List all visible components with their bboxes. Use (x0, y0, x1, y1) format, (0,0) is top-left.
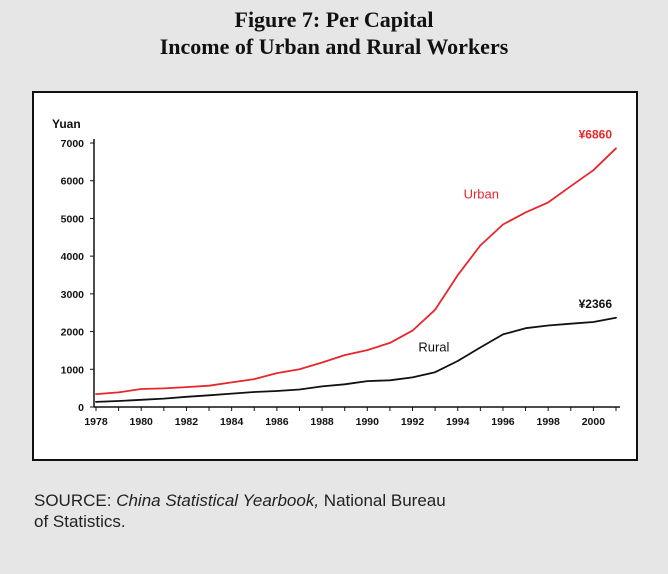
series-end-label-rural: ¥2366 (579, 297, 613, 311)
source-prefix: SOURCE: (34, 491, 117, 510)
source-publisher-cont: of Statistics. (34, 512, 126, 531)
y-tick-label: 3000 (61, 289, 85, 301)
x-tick-label: 2000 (582, 416, 606, 428)
series-line-rural (95, 316, 617, 403)
source-publisher: National Bureau (319, 491, 446, 510)
chart-axes: 0 1000 2000 3000 4000 5000 6000 7000 1978 1980 198… (61, 138, 620, 428)
chart-frame: Yuan 0 1000 2000 3000 4000 5000 6000 7000 1978 19… (32, 91, 638, 461)
y-tick-label: 5000 (61, 213, 85, 225)
series-name-urban: Urban (464, 186, 499, 201)
x-tick-label: 1996 (491, 416, 515, 428)
source-publication: China Statistical Yearbook, (116, 491, 320, 510)
line-chart: Yuan 0 1000 2000 3000 4000 5000 6000 7000 1978 19… (52, 117, 620, 428)
source-note: SOURCE: China Statistical Yearbook, Nati… (34, 490, 634, 532)
figure-title-line2: Income of Urban and Rural Workers (159, 34, 509, 59)
y-tick-label: 1000 (61, 364, 85, 376)
x-tick-label: 1980 (130, 416, 154, 428)
x-tick-label: 1992 (401, 416, 425, 428)
x-tick-label: 1984 (220, 416, 244, 428)
figure-title-line1: Figure 7: Per Capital (234, 7, 434, 32)
y-tick-label: 2000 (61, 327, 85, 339)
y-axis-label: Yuan (52, 117, 81, 131)
series-end-label-urban: ¥6860 (579, 127, 613, 141)
series-name-rural: Rural (418, 339, 449, 354)
x-tick-label: 1986 (265, 416, 289, 428)
y-tick-label: 6000 (61, 176, 85, 188)
series-line-urban (95, 147, 617, 396)
x-tick-label: 1994 (446, 416, 470, 428)
x-tick-label: 1978 (84, 416, 108, 428)
x-tick-label: 1998 (536, 416, 560, 428)
x-tick-label: 1988 (310, 416, 334, 428)
series-layer (95, 147, 617, 403)
series-labels: Urban ¥6860 Rural ¥2366 (418, 127, 612, 354)
x-tick-label: 1982 (175, 416, 199, 428)
x-tick-label: 1990 (356, 416, 380, 428)
y-tick-label: 0 (78, 402, 84, 414)
y-tick-label: 7000 (61, 138, 85, 150)
figure-title: Figure 7: Per Capital Income of Urban an… (0, 6, 668, 60)
y-tick-label: 4000 (61, 251, 85, 263)
